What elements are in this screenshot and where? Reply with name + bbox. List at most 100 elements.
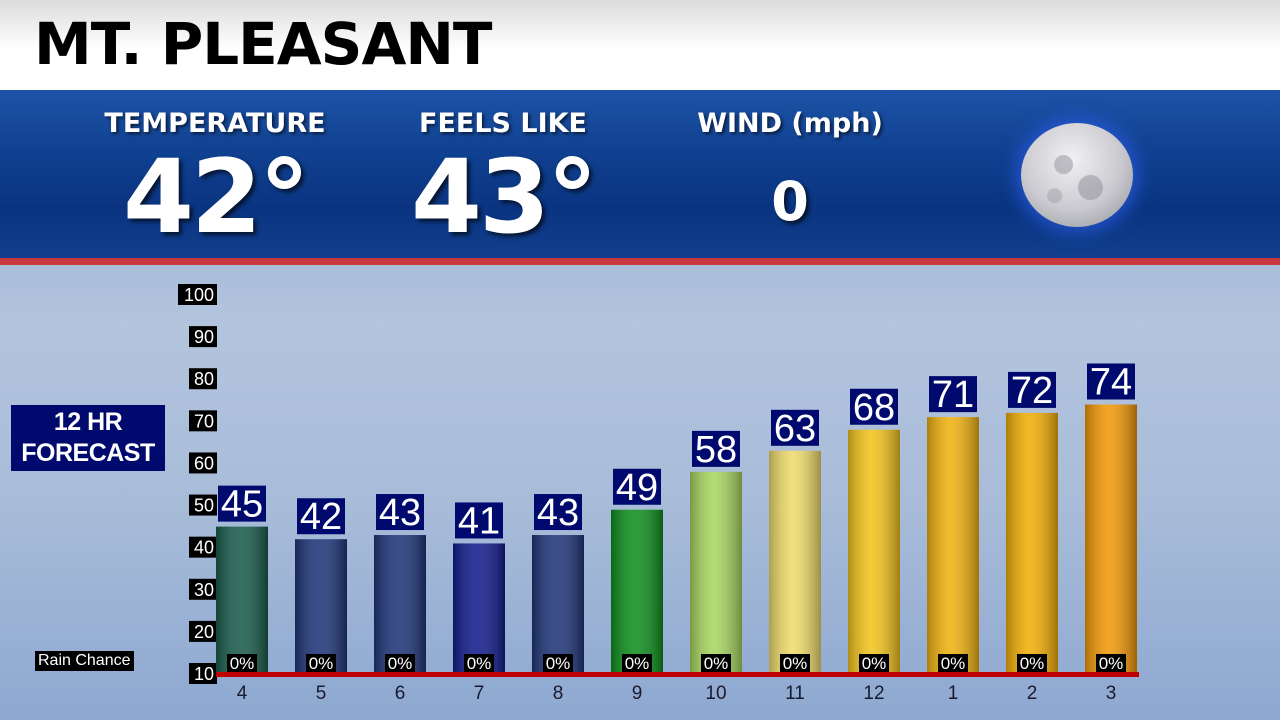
bar-shade [927,417,979,674]
value-label-bg [218,485,266,522]
feels-like-value: 43° [411,138,598,257]
rain-chance-bg [859,654,889,673]
y-tick-label: 40 [194,538,214,558]
y-tick-label: 10 [194,664,214,684]
value-label: 49 [616,467,658,509]
y-tick-bg [189,536,217,558]
rain-chance-bg [1096,654,1126,673]
bars: 450%4420%5430%6410%7430%8490%9580%10630%… [216,361,1139,704]
y-tick-50: 50 [189,494,217,516]
rain-chance-value: 0% [309,654,334,673]
rain-chance-value: 0% [467,654,492,673]
wind-label: WIND (mph) [697,108,883,139]
forecast-label-line1: 12 HR [53,408,123,436]
bar-shade [848,429,900,674]
bar-group-2: 72 0% 2 [1006,370,1058,704]
bar-shade [769,450,821,674]
rain-chance-bg [464,654,494,673]
y-tick-40: 40 [189,536,217,558]
value-label-bg [850,388,898,425]
y-tick-bg [189,452,217,474]
rain-chance-bg [227,654,257,673]
rain-chance-value: 0% [1020,654,1045,673]
y-tick-bg [189,494,217,516]
bar-shade [1085,404,1137,674]
value-label-bg [1087,363,1135,400]
rain-chance-bg [701,654,731,673]
y-tick-label: 80 [194,369,214,389]
y-tick-80: 80 [189,368,217,390]
x-tick-label: 2 [1027,683,1038,704]
bar-shade [453,543,505,674]
divider-line [0,258,1280,265]
temperature-value: 42° [123,138,310,257]
bar-group-3: 74 0% 3 [1085,361,1137,704]
forecast-label: 12 HR FORECAST [11,405,165,471]
value-label: 43 [537,492,579,534]
value-label-bg [455,502,503,539]
bar-shade [295,539,347,674]
rain-chance-label: Rain Chance [35,651,134,671]
y-tick-30: 30 [189,578,217,600]
rain-chance-value: 0% [862,654,887,673]
rain-chance-bg [622,654,652,673]
y-tick-label: 100 [184,285,214,305]
rain-chance-value: 0% [625,654,650,673]
value-label: 63 [774,408,816,450]
value-label-bg [1008,371,1056,408]
bar-group-11: 63 0% 11 [769,408,821,704]
location-title: MT. PLEASANT [34,10,492,78]
bar-shade [690,471,742,674]
x-tick-label: 11 [785,683,805,704]
bar-shade [374,535,426,674]
value-label: 42 [300,496,342,538]
rain-chance-bg [1017,654,1047,673]
value-label: 43 [379,492,421,534]
bar-group-12: 68 0% 12 [848,387,900,704]
y-tick-60: 60 [189,452,217,474]
title-bar: MT. PLEASANT [0,0,1280,90]
bar-group-4: 45 0% 4 [216,484,268,704]
y-tick-20: 20 [189,620,217,642]
value-label-bg [534,494,582,531]
x-tick-label: 9 [632,683,643,704]
feels-like-label: FEELS LIKE [419,108,587,139]
rain-chance-value: 0% [941,654,966,673]
rain-chance-value: 0% [704,654,729,673]
y-tick-label: 30 [194,580,214,600]
y-tick-label: 70 [194,411,214,431]
x-tick-label: 10 [705,683,726,704]
y-tick-label: 90 [194,327,214,347]
rain-chance-bg [938,654,968,673]
rain-chance-bg [543,654,573,673]
rain-chance-bg [306,654,336,673]
bar-group-10: 58 0% 10 [690,429,742,704]
value-label-bg [771,409,819,446]
value-label: 58 [695,429,737,471]
y-tick-bg [189,410,217,432]
bar-group-7: 41 0% 7 [453,500,505,704]
y-tick-bg [178,284,217,305]
rain-chance-value: 0% [1099,654,1124,673]
value-label-bg [692,430,740,467]
x-tick-label: 4 [237,683,248,704]
rain-chance-bg [385,654,415,673]
y-tick-100: 100 [178,284,217,305]
bar-shade [216,526,268,674]
value-label: 71 [932,374,974,416]
rain-chance-value: 0% [388,654,413,673]
x-tick-label: 8 [553,683,564,704]
rain-chance-value: 0% [546,654,571,673]
rain-chance-value: 0% [230,654,255,673]
baseline [216,672,1139,677]
x-tick-label: 6 [395,683,406,704]
bar-group-6: 43 0% 6 [374,492,426,704]
bar-group-5: 42 0% 5 [295,496,347,704]
y-tick-70: 70 [189,410,217,432]
bar-group-8: 43 0% 8 [532,492,584,704]
y-tick-90: 90 [189,326,217,348]
value-label: 72 [1011,370,1053,412]
value-label: 68 [853,387,895,429]
value-label-bg [297,498,345,535]
